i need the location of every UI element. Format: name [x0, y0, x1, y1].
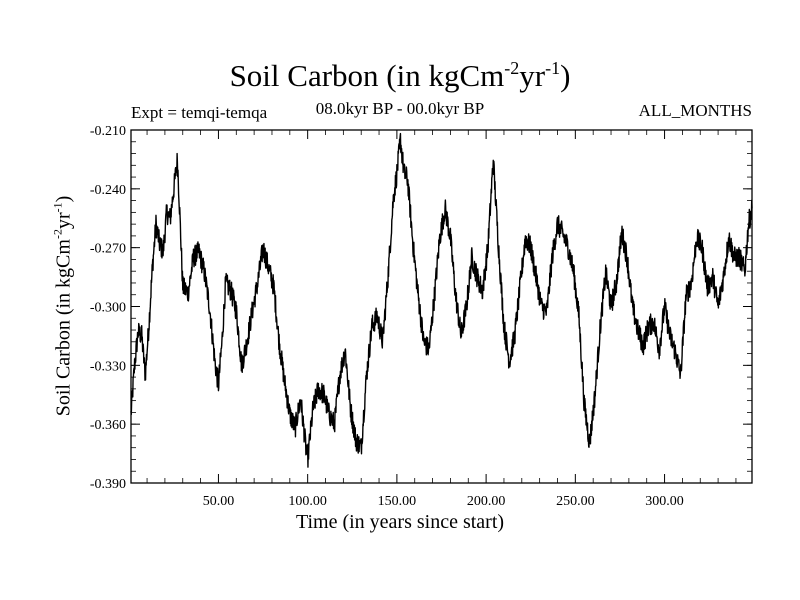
x-tick-label: 300.00 [645, 494, 684, 509]
y-tick-label: -0.360 [90, 418, 126, 433]
x-tick-label: 200.00 [467, 494, 506, 509]
period-label: 08.0kyr BP - 00.0kyr BP [315, 99, 485, 118]
y-tick-label: -0.270 [90, 242, 126, 257]
series-line [130, 132, 753, 468]
y-tick-label: -0.390 [90, 477, 126, 492]
ylabel-main: Soil Carbon (in kgCm [52, 239, 75, 417]
x-tick-label: 100.00 [288, 494, 327, 509]
y-tick-label: -0.330 [90, 359, 126, 374]
title-main: Soil Carbon (in kgCm [229, 58, 505, 93]
y-tick-label: -0.210 [90, 124, 126, 139]
x-axis-label: Time (in years since start) [295, 511, 505, 533]
title-mid: yr [519, 58, 546, 93]
ylabel-mid: yr [52, 212, 75, 230]
months-label: ALL_MONTHS [638, 101, 752, 120]
experiment-label: Expt = temqi-temqa [131, 103, 268, 122]
x-tick-label: 150.00 [378, 494, 417, 509]
x-tick-label: 250.00 [556, 494, 595, 509]
ylabel-superscript-1: -2 [50, 229, 65, 240]
title-end: ) [560, 58, 571, 93]
x-tick-label: 50.00 [203, 494, 235, 509]
y-tick-label: -0.240 [90, 183, 126, 198]
ylabel-end: ) [52, 195, 75, 203]
y-axis-label: Soil Carbon (in kgCm-2yr-1) [50, 195, 76, 417]
title-superscript-1: -2 [504, 58, 520, 78]
chart-title: Soil Carbon (in kgCm-2yr-1) [0, 58, 800, 94]
y-tick-label: -0.300 [90, 301, 126, 316]
title-superscript-2: -1 [545, 58, 561, 78]
ylabel-superscript-2: -1 [50, 202, 65, 213]
